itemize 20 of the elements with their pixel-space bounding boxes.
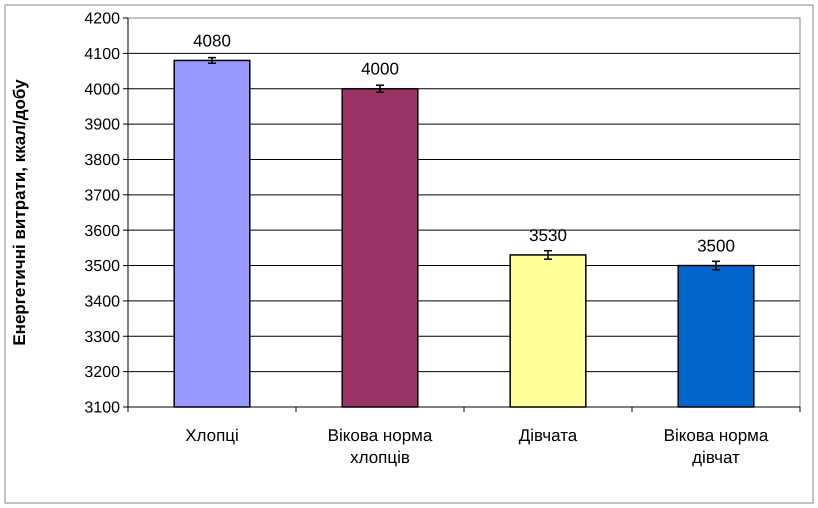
y-tick-label: 3800: [84, 152, 120, 170]
x-tick-label: Дівчата: [518, 426, 578, 445]
y-tick-label: 4000: [84, 81, 120, 98]
y-tick-label: 3400: [84, 294, 120, 311]
y-tick-label: 3500: [84, 258, 120, 276]
y-tick-label: 4100: [84, 46, 120, 63]
y-tick-label: 3300: [84, 328, 120, 346]
x-tick-label: Вікова норма дівчат: [664, 426, 769, 467]
y-axis-title: Енергетичні витрати, ккал/добу: [10, 78, 29, 346]
y-tick-label: 3600: [84, 222, 120, 240]
data-label: 4080: [193, 31, 231, 50]
y-tick-label: 4200: [84, 10, 120, 28]
y-tick-label: 3200: [84, 364, 120, 382]
x-tick-label: Вікова норма хлопців: [328, 426, 433, 467]
data-label: 4000: [361, 60, 399, 79]
y-tick-label: 3900: [84, 116, 120, 134]
data-label: 3500: [697, 236, 735, 256]
y-tick-label: 3100: [84, 400, 120, 417]
y-tick-label: 3700: [84, 187, 120, 204]
x-tick-label: Хлопці: [185, 426, 239, 445]
